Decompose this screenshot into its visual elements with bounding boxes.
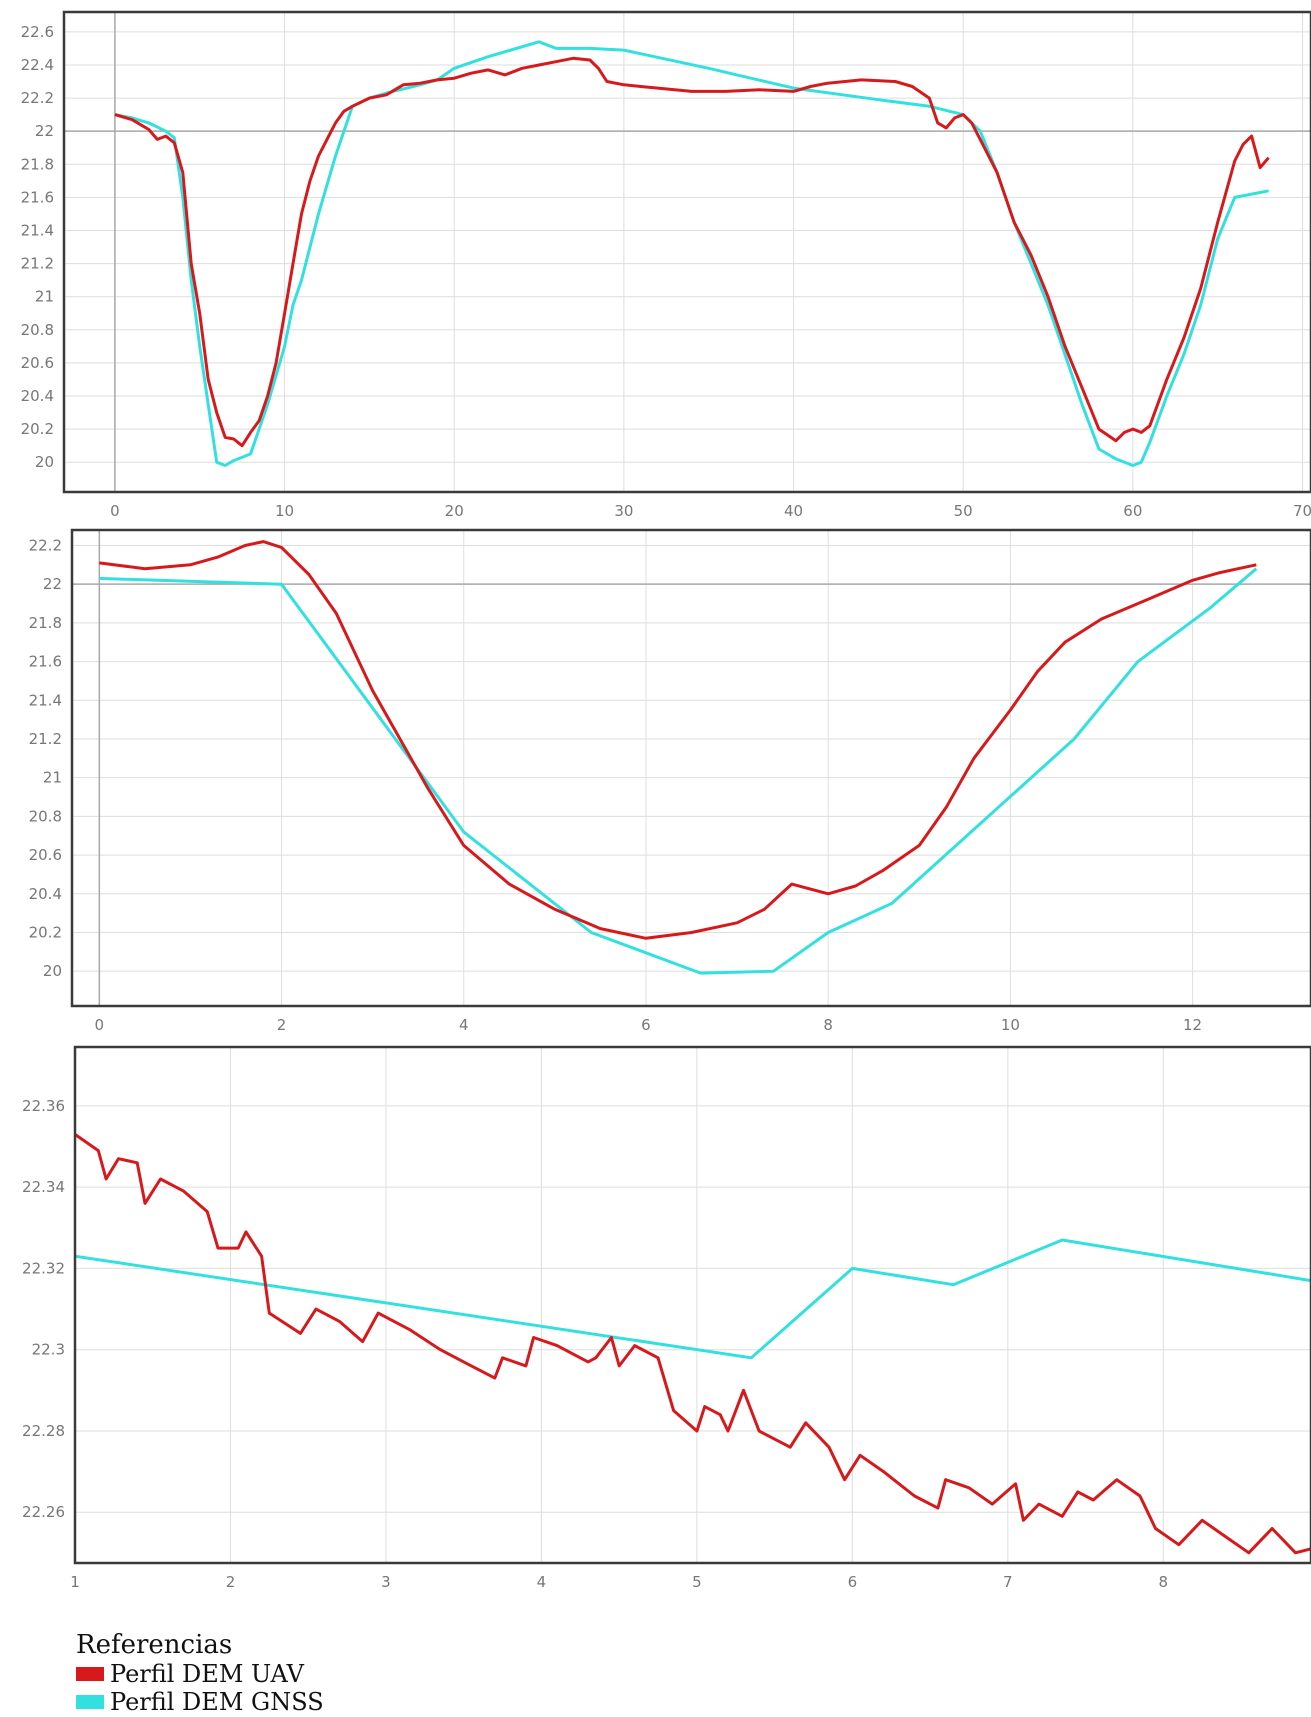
x-tick-label: 70: [1293, 502, 1311, 520]
legend-label-gnss: Perfil DEM GNSS: [110, 1688, 324, 1716]
legend-title: Referencias: [76, 1630, 233, 1660]
y-tick-label: 22.3: [32, 1341, 65, 1359]
x-tick-label: 0: [110, 502, 120, 520]
y-tick-label: 22.36: [22, 1097, 65, 1115]
y-tick-label: 21.8: [21, 155, 54, 173]
legend-swatch-gnss: [76, 1695, 104, 1709]
legend-swatch-uav: [76, 1667, 104, 1681]
x-tick-label: 3: [381, 1573, 391, 1591]
y-tick-label: 20.2: [29, 923, 62, 941]
y-tick-label: 22.32: [22, 1259, 65, 1277]
series-line-gnss: [114, 40, 1269, 467]
y-tick-label: 21.8: [29, 614, 62, 632]
x-tick-label: 12: [1183, 1016, 1202, 1034]
x-tick-label: 60: [1123, 502, 1142, 520]
x-tick-label: 10: [275, 502, 294, 520]
x-tick-label: 50: [954, 502, 973, 520]
y-tick-label: 20.4: [29, 885, 62, 903]
y-tick-label: 22.6: [21, 23, 54, 41]
legend-item-gnss: Perfil DEM GNSS: [76, 1688, 324, 1716]
y-tick-label: 22.26: [22, 1503, 65, 1521]
y-tick-label: 20: [43, 962, 62, 980]
x-tick-label: 0: [95, 1016, 105, 1034]
y-tick-label: 22.2: [21, 89, 54, 107]
chart-3: 22.26 22.28 22.3 22.32 22.34 22.36 1 2 3 4 5 6 7 8: [22, 1045, 1311, 1591]
y-tick-label: 20: [35, 453, 54, 471]
x-tick-label: 1: [70, 1573, 80, 1591]
x-tick-label: 7: [1003, 1573, 1013, 1591]
legend: Referencias Perfil DEM UAV Perfil DEM GN…: [76, 1630, 324, 1716]
x-tick-label: 8: [823, 1016, 833, 1034]
x-tick-label: 6: [848, 1573, 858, 1591]
x-tick-label: 40: [784, 502, 803, 520]
x-tick-label: 10: [1001, 1016, 1020, 1034]
series-line-uav: [114, 56, 1270, 448]
y-tick-label: 21: [43, 769, 62, 787]
y-tick-label: 22.28: [22, 1422, 65, 1440]
x-tick-label: 6: [641, 1016, 651, 1034]
legend-label-uav: Perfil DEM UAV: [110, 1660, 304, 1688]
y-tick-label: 21.2: [29, 730, 62, 748]
y-tick-label: 20.8: [21, 321, 54, 339]
chart-2: 2020.220.420.620.82121.221.421.621.82222…: [29, 528, 1311, 1034]
y-tick-label: 21.4: [21, 221, 54, 239]
series-line-uav: [99, 540, 1257, 940]
y-tick-label: 21.4: [29, 691, 62, 709]
y-tick-label: 22: [43, 575, 62, 593]
y-tick-label: 20.6: [29, 846, 62, 864]
series-line-gnss: [99, 567, 1258, 975]
y-tick-label: 22.4: [21, 56, 54, 74]
y-tick-label: 20.6: [21, 354, 54, 372]
x-tick-label: 5: [692, 1573, 702, 1591]
y-tick-label: 22.34: [22, 1178, 65, 1196]
plot-frame: [70, 528, 1311, 1008]
x-tick-label: 4: [537, 1573, 547, 1591]
legend-item-uav: Perfil DEM UAV: [76, 1660, 324, 1688]
y-tick-label: 21.6: [29, 653, 62, 671]
x-tick-label: 8: [1159, 1573, 1169, 1591]
y-tick-label: 20.2: [21, 420, 54, 438]
plot-frame: [73, 1045, 1311, 1565]
x-tick-label: 4: [459, 1016, 469, 1034]
y-tick-label: 20.4: [21, 387, 54, 405]
x-tick-label: 30: [614, 502, 633, 520]
y-tick-label: 21.2: [21, 255, 54, 273]
x-tick-label: 2: [226, 1573, 236, 1591]
x-tick-label: 20: [445, 502, 464, 520]
y-tick-label: 22: [35, 122, 54, 140]
y-tick-label: 21: [35, 288, 54, 306]
plot-frame: [62, 10, 1311, 494]
y-tick-label: 22.2: [29, 536, 62, 554]
chart-1: 20 20.2 20.4 20.6 20.8 21 21.2 21.4 21.6 21.8 22 22…: [21, 10, 1311, 520]
y-tick-label: 20.8: [29, 807, 62, 825]
series-line-uav: [75, 1133, 1311, 1555]
y-tick-label: 21.6: [21, 188, 54, 206]
series-line-gnss: [75, 1238, 1311, 1360]
x-tick-label: 2: [277, 1016, 287, 1034]
